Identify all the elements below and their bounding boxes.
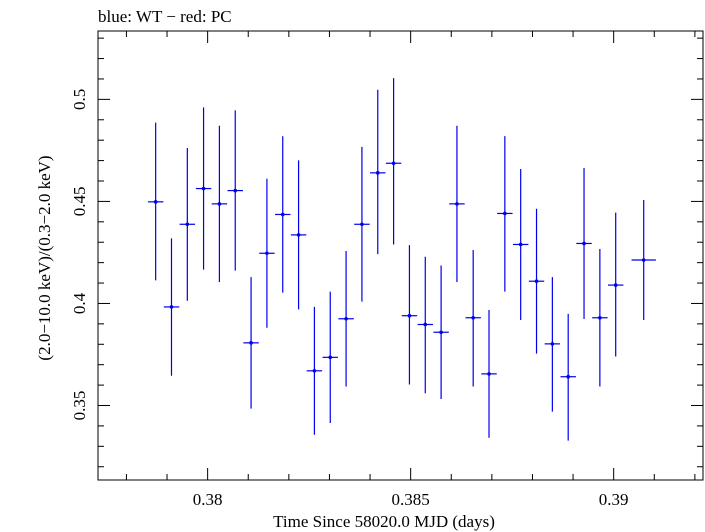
- data-point: [275, 136, 291, 293]
- data-point: [631, 199, 656, 320]
- point-marker: [280, 212, 285, 217]
- point-marker: [201, 186, 206, 191]
- data-point: [481, 309, 497, 438]
- point-marker: [471, 315, 475, 320]
- point-marker: [455, 202, 459, 206]
- point-marker: [641, 258, 646, 262]
- point-marker: [487, 372, 491, 376]
- point-marker: [185, 222, 190, 227]
- data-point: [195, 107, 212, 270]
- point-marker: [391, 161, 396, 166]
- data-point: [385, 78, 402, 245]
- x-tick-label: 0.38: [193, 490, 223, 509]
- data-point: [211, 125, 228, 283]
- data-point: [449, 125, 465, 283]
- data-point: [290, 160, 307, 310]
- point-marker: [217, 202, 222, 206]
- data-point: [576, 167, 592, 319]
- point-marker: [407, 313, 412, 318]
- point-marker: [534, 279, 539, 284]
- data-point: [370, 89, 386, 255]
- data-point: [338, 251, 354, 387]
- data-point: [433, 265, 449, 399]
- data-point: [227, 110, 243, 271]
- y-axis-label: (2.0−10.0 keV)/(0.3−2.0 keV): [35, 155, 54, 360]
- y-tick-label: 0.5: [70, 89, 89, 110]
- data-point: [401, 245, 418, 385]
- data-point: [417, 256, 433, 394]
- data-point: [465, 249, 481, 387]
- data-point: [354, 146, 370, 302]
- data-point: [560, 313, 576, 441]
- axis-ticks: 0.38 0.385 0.39 0.35 0.4 0.45 0.5: [70, 31, 703, 509]
- data-point: [306, 306, 323, 435]
- data-point: [512, 168, 529, 320]
- data-point: [592, 248, 608, 387]
- data-point: [243, 277, 259, 409]
- point-marker: [344, 316, 348, 321]
- point-marker: [296, 233, 301, 237]
- x-axis-label: Time Since 58020.0 MJD (days): [273, 512, 495, 531]
- data-point: [322, 291, 338, 424]
- x-tick-label: 0.39: [599, 490, 629, 509]
- data-point: [544, 277, 561, 412]
- data-point: [497, 136, 513, 292]
- y-tick-label: 0.35: [70, 391, 89, 421]
- point-marker: [249, 341, 253, 345]
- point-marker: [550, 342, 555, 346]
- point-marker: [233, 188, 238, 193]
- x-tick-label: 0.385: [392, 490, 430, 509]
- point-marker: [265, 251, 269, 256]
- data-point: [147, 122, 164, 281]
- data-point: [179, 147, 196, 301]
- point-marker: [312, 369, 317, 373]
- point-marker: [439, 330, 443, 335]
- point-marker: [423, 322, 428, 327]
- data-point: [259, 178, 275, 328]
- data-point: [163, 238, 180, 376]
- point-marker: [503, 211, 507, 216]
- plot-frame: [97, 30, 704, 481]
- data-point: [607, 212, 624, 357]
- point-marker: [360, 222, 364, 227]
- point-marker: [518, 242, 523, 247]
- y-tick-label: 0.45: [70, 187, 89, 217]
- point-marker: [169, 305, 174, 309]
- chart-title: blue: WT − red: PC: [98, 7, 232, 26]
- y-tick-label: 0.4: [70, 292, 89, 314]
- point-marker: [375, 171, 380, 175]
- point-marker: [582, 241, 586, 246]
- point-marker: [613, 283, 618, 287]
- point-marker: [153, 200, 158, 204]
- point-marker: [566, 374, 570, 379]
- point-marker: [328, 355, 333, 360]
- data-point: [528, 208, 545, 354]
- data-points: [147, 78, 656, 441]
- point-marker: [598, 315, 602, 320]
